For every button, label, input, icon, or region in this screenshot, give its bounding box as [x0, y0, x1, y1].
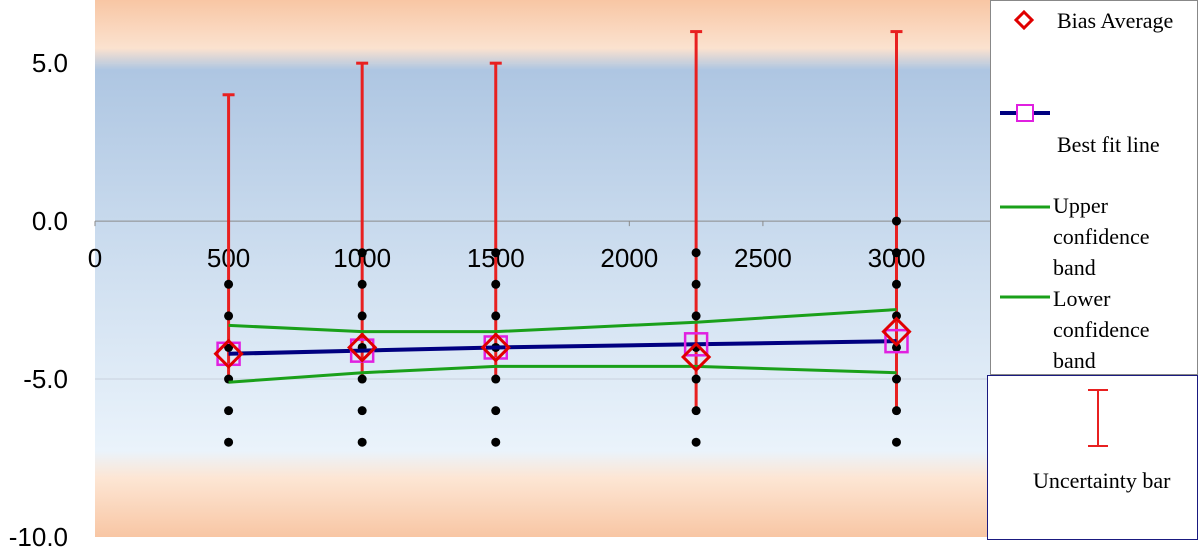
x-tick-label: 2000: [600, 243, 658, 273]
legend-label: Uncertainty bar: [1033, 468, 1171, 493]
data-point: [691, 248, 701, 258]
data-point: [357, 406, 367, 416]
data-point: [357, 437, 367, 447]
data-point: [691, 374, 701, 384]
line: [228, 364, 897, 384]
data-point: [357, 311, 367, 321]
data-point: [891, 342, 901, 352]
data-point: [224, 406, 234, 416]
bias-marker: [347, 332, 378, 363]
data-point: [224, 437, 234, 447]
legend-label: Lower confidence band: [1053, 286, 1150, 373]
legend-box: [987, 375, 1198, 540]
data-point: [491, 248, 501, 258]
legend-label: Bias Average: [1057, 8, 1174, 33]
data-point: [357, 374, 367, 384]
legend-box: [990, 0, 1198, 375]
line: [228, 308, 897, 334]
bias-marker: [213, 338, 244, 369]
data-point: [891, 406, 901, 416]
data-point: [691, 437, 701, 447]
bias-marker: [881, 316, 912, 347]
data-point: [891, 311, 901, 321]
y-tick-label: -5.0: [23, 364, 68, 394]
line: [228, 339, 897, 356]
y-tick-label: -10.0: [9, 522, 68, 548]
plot-area: [95, 0, 990, 537]
data-point: [891, 216, 901, 226]
legend-label: Best fit line: [1057, 132, 1160, 157]
bias-marker: [480, 332, 511, 363]
x-tick-label: 2500: [734, 243, 792, 273]
legend-label: Upper confidence band: [1053, 193, 1150, 280]
data-point: [691, 311, 701, 321]
x-tick-label: 0: [88, 243, 102, 273]
data-point: [491, 374, 501, 384]
data-point: [491, 311, 501, 321]
data-point: [491, 406, 501, 416]
data-point: [224, 342, 234, 352]
data-point: [491, 279, 501, 289]
y-tick-label: 5.0: [32, 48, 68, 78]
data-point: [691, 279, 701, 289]
data-point: [491, 437, 501, 447]
data-point: [891, 374, 901, 384]
fit-marker: [884, 328, 909, 354]
data-point: [891, 437, 901, 447]
data-point: [224, 311, 234, 321]
data-point: [691, 406, 701, 416]
data-point: [357, 248, 367, 258]
y-tick-label: 0.0: [32, 206, 68, 236]
bias-marker: [680, 341, 712, 373]
data-point: [224, 279, 234, 289]
data-point: [357, 279, 367, 289]
data-point: [891, 248, 901, 258]
fit-marker: [683, 332, 709, 357]
data-point: [891, 279, 901, 289]
